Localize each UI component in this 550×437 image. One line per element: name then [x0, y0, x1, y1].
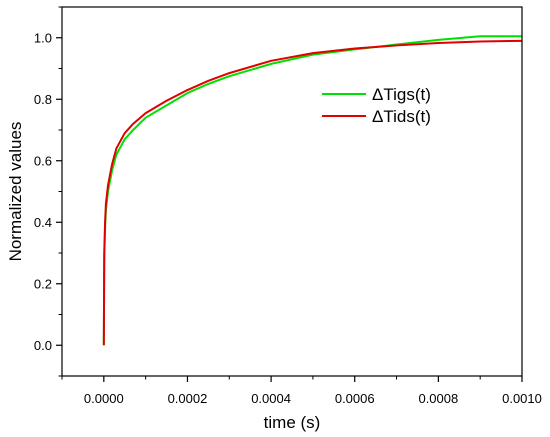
- y-axis-title: Normalized values: [6, 122, 25, 262]
- x-axis-title: time (s): [264, 413, 321, 432]
- x-tick-label: 0.0006: [335, 391, 375, 406]
- plot-lines: [102, 35, 523, 346]
- x-axis: 0.0000 0.0002 0.0004 0.0006 0.0008 0.0010: [61, 376, 542, 406]
- legend: ΔTigs(t) ΔTids(t): [322, 85, 431, 126]
- x-tick-label: 0.0008: [418, 391, 458, 406]
- x-tick-label: 0.0002: [168, 391, 208, 406]
- legend-label-1: ΔTigs(t): [372, 85, 431, 104]
- legend-label-2: ΔTids(t): [372, 107, 431, 126]
- x-tick-label: 0.0000: [84, 391, 124, 406]
- y-tick-label: 0.4: [34, 215, 52, 230]
- x-tick-label: 0.0010: [502, 391, 542, 406]
- y-tick-label: 0.8: [34, 92, 52, 107]
- x-tick-label: 0.0004: [251, 391, 291, 406]
- series-line-2: [102, 39, 523, 346]
- y-tick-label: 0.6: [34, 153, 52, 168]
- y-tick-label: 1.0: [34, 30, 52, 45]
- y-axis: 0.0 0.2 0.4 0.6 0.8 1.0: [34, 6, 62, 377]
- y-tick-label: 0.2: [34, 276, 52, 291]
- y-tick-label: 0.0: [34, 338, 52, 353]
